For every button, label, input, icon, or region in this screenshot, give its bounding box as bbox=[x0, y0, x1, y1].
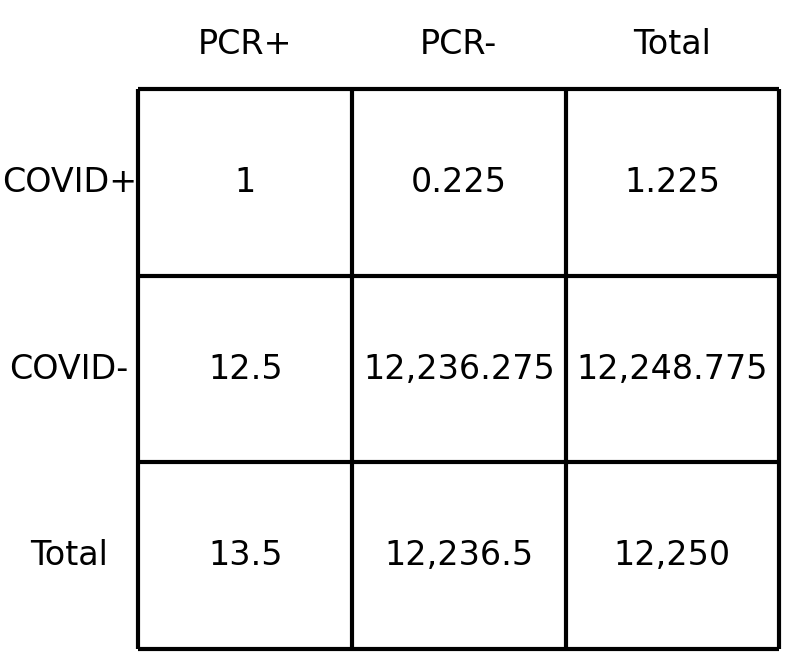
Text: 1: 1 bbox=[235, 166, 255, 199]
Text: PCR+: PCR+ bbox=[198, 28, 293, 61]
Text: COVID+: COVID+ bbox=[2, 166, 137, 199]
Text: 1.225: 1.225 bbox=[624, 166, 721, 199]
Text: PCR-: PCR- bbox=[420, 28, 498, 61]
Text: 12,248.775: 12,248.775 bbox=[577, 353, 768, 385]
Text: 12,250: 12,250 bbox=[614, 539, 731, 572]
Text: 12,236.5: 12,236.5 bbox=[384, 539, 533, 572]
Text: Total: Total bbox=[30, 539, 108, 572]
Text: 12.5: 12.5 bbox=[208, 353, 282, 385]
Text: 12,236.275: 12,236.275 bbox=[363, 353, 554, 385]
Text: Total: Total bbox=[634, 28, 711, 61]
Text: 13.5: 13.5 bbox=[208, 539, 282, 572]
Text: 0.225: 0.225 bbox=[411, 166, 507, 199]
Text: COVID-: COVID- bbox=[9, 353, 129, 385]
